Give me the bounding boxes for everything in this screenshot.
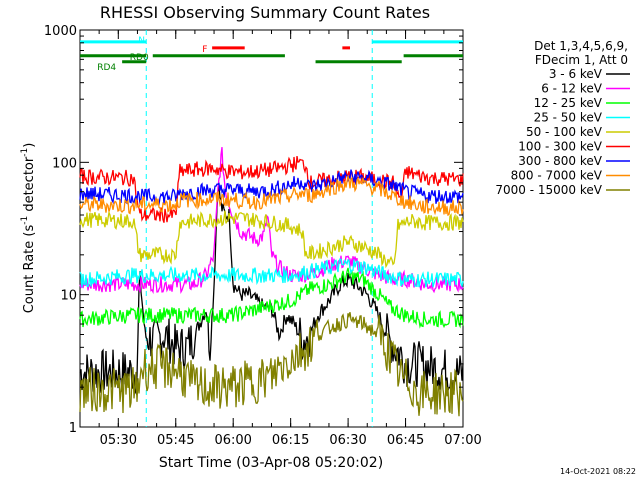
x-axis-label: Start Time (03-Apr-08 05:20:02) [159, 455, 383, 471]
series-layer [79, 147, 464, 417]
legend-label-2: 12 - 25 keV [534, 96, 603, 110]
flag-layer: N RD0 RD4 F [80, 36, 463, 73]
y-tick-label: 100 [52, 156, 77, 171]
legend-header-1: Det 1,3,4,5,6,9, [534, 39, 628, 53]
flag-label-n: N [138, 36, 145, 46]
x-tick-label: 05:30 [100, 433, 137, 448]
series-line-8 [79, 312, 464, 417]
y-tick-label: 1 [69, 421, 77, 436]
saa-lines [145, 30, 373, 427]
flag-label-rd0: RD0 [130, 53, 149, 63]
x-tick-label: 06:30 [329, 433, 366, 448]
y-axis-label-mid: detector [22, 156, 37, 216]
legend: Det 1,3,4,5,6,9, FDecim 1, Att 0 3 - 6 k… [495, 39, 630, 197]
legend-label-8: 7000 - 15000 keV [495, 183, 602, 197]
y-tick-label: 10 [60, 289, 77, 304]
flag-label-rd4: RD4 [97, 63, 116, 73]
footer-timestamp: 14-Oct-2021 08:22 [560, 467, 636, 476]
series-line-5 [79, 155, 464, 223]
y-axis-label-main: Count Rate (s [22, 225, 37, 314]
legend-label-4: 50 - 100 keV [526, 125, 603, 139]
series-line-3 [79, 258, 464, 289]
x-tick-label: 06:45 [387, 433, 424, 448]
chart-title: RHESSI Observing Summary Count Rates [100, 3, 430, 22]
legend-label-0: 3 - 6 keV [549, 67, 603, 81]
flag-label-f: F [202, 45, 207, 55]
x-tick-label: 06:15 [272, 433, 309, 448]
legend-header-2: FDecim 1, Att 0 [535, 53, 628, 67]
y-axis-label-sup2: -1 [20, 148, 30, 157]
x-tick-label: 05:45 [157, 433, 194, 448]
x-axis-ticks: 05:30 05:45 06:00 06:15 06:30 06:45 07:00 [79, 30, 482, 448]
series-line-4 [79, 210, 464, 269]
y-tick-label: 1000 [44, 24, 77, 39]
x-tick-label: 06:00 [214, 433, 251, 448]
legend-label-1: 6 - 12 keV [541, 82, 603, 96]
legend-label-7: 800 - 7000 keV [511, 169, 603, 183]
y-axis-label-end: ) [22, 143, 37, 148]
x-tick-label: 07:00 [444, 433, 481, 448]
legend-label-3: 25 - 50 keV [534, 111, 603, 125]
series-line-7 [79, 175, 464, 217]
y-axis-label-sup1: -1 [20, 216, 30, 225]
plot-area: N RD0 RD4 F 1 10 100 1000 05:30 05:45 06:00 06:15… [44, 24, 482, 448]
series-line-2 [79, 267, 464, 329]
legend-label-6: 300 - 800 keV [518, 154, 602, 168]
y-axis-ticks: 1 10 100 1000 [44, 24, 463, 436]
legend-label-5: 100 - 300 keV [518, 140, 602, 154]
y-axis-label: Count Rate (s-1 detector-1) [20, 143, 37, 314]
